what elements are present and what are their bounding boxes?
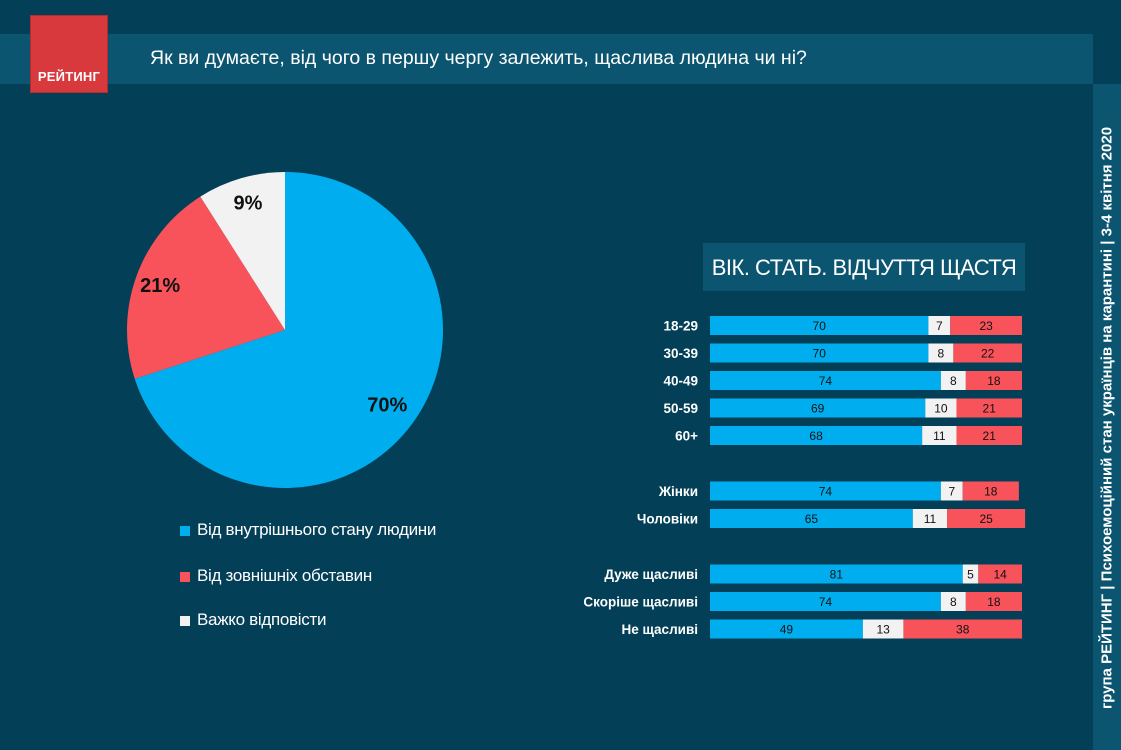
bar-value-label: 21 xyxy=(983,402,997,416)
bar-segment xyxy=(953,343,1022,363)
bar-segment xyxy=(956,426,1022,445)
rating-logo: РЕЙТИНГ xyxy=(30,15,108,93)
bar-segment xyxy=(710,564,963,584)
bar-segment xyxy=(710,509,913,528)
bar-value-label: 14 xyxy=(993,568,1007,582)
bar-value-label: 25 xyxy=(979,512,993,526)
bar-segment xyxy=(965,592,1022,611)
bar-segment xyxy=(962,481,1019,501)
pie-label-0: 70% xyxy=(367,394,407,416)
title-bar xyxy=(0,34,1093,84)
bar-category-label: 50-59 xyxy=(663,401,698,416)
bar-value-label: 13 xyxy=(876,623,890,637)
bar-segment xyxy=(940,371,966,390)
legend-label-hard: Важко відповісти xyxy=(197,610,327,629)
bar-value-label: 38 xyxy=(956,623,970,637)
bar-chart-title-box: ВІК. СТАТЬ. ВІДЧУТТЯ ЩАСТЯ xyxy=(703,243,1025,291)
bar-category-label: 60+ xyxy=(675,429,698,444)
bar-value-label: 18 xyxy=(987,374,1001,388)
bar-category-label: Дуже щасливі xyxy=(604,567,698,582)
bar-value-label: 74 xyxy=(819,485,833,499)
bar-value-label: 10 xyxy=(934,402,948,416)
bar-value-label: 70 xyxy=(813,319,827,333)
bar-value-label: 65 xyxy=(805,512,819,526)
bar-segment xyxy=(912,509,948,528)
bar-segment xyxy=(710,398,926,418)
bar-value-label: 8 xyxy=(950,595,957,609)
bar-segment xyxy=(940,481,963,501)
legend-label-external: Від зовнішніх обставин xyxy=(197,566,372,585)
bar-category-label: Чоловіки xyxy=(637,512,698,527)
bar-category-label: Не щасливі xyxy=(621,622,698,637)
bar-category-label: 18-29 xyxy=(663,319,698,334)
bar-segment xyxy=(710,316,929,335)
bar-value-label: 69 xyxy=(811,402,825,416)
bar-segment xyxy=(710,619,863,639)
bar-segment xyxy=(922,426,957,445)
bar-value-label: 68 xyxy=(809,429,823,443)
bar-segment xyxy=(947,509,1026,528)
pie-slice-0 xyxy=(134,172,443,488)
pie-slice-2 xyxy=(200,172,285,330)
bar-segment xyxy=(710,343,929,363)
bar-segment xyxy=(962,564,979,584)
bar-segment xyxy=(925,398,957,418)
bar-value-label: 21 xyxy=(983,429,997,443)
bar-segment xyxy=(950,316,1022,335)
pie-label-2: 9% xyxy=(234,193,263,215)
bar-value-label: 8 xyxy=(938,347,945,361)
pie-slice-1 xyxy=(126,196,285,379)
bar-segment xyxy=(928,316,951,335)
bar-value-label: 11 xyxy=(933,429,946,443)
bar-value-label: 49 xyxy=(780,623,794,637)
bar-segment xyxy=(710,371,941,390)
bar-segment xyxy=(978,564,1022,584)
legend-swatch-hard xyxy=(180,616,190,626)
page-title: Як ви думаєте, від чого в першу чергу за… xyxy=(150,47,807,69)
side-caption: група РЕЙТИНГ | Психоемоційний стан укра… xyxy=(1098,126,1116,710)
bar-value-label: 81 xyxy=(830,568,844,582)
bar-value-label: 74 xyxy=(819,595,833,609)
bar-segment xyxy=(965,371,1022,390)
bar-category-label: 30-39 xyxy=(663,346,698,361)
bar-value-label: 18 xyxy=(984,485,998,499)
bar-category-label: Жінки xyxy=(658,484,698,499)
bar-value-label: 23 xyxy=(979,319,993,333)
legend-swatch-external xyxy=(180,572,190,582)
bar-value-label: 7 xyxy=(948,485,955,499)
bar-segment xyxy=(710,426,923,445)
bar-category-label: Скоріше щасливі xyxy=(583,595,698,610)
legend-label-internal: Від внутрішнього стану людини xyxy=(197,520,437,539)
top-stripe xyxy=(0,0,1121,34)
bar-value-label: 11 xyxy=(924,512,937,526)
bar-segment xyxy=(710,592,941,611)
bar-segment xyxy=(903,619,1022,639)
bar-value-label: 18 xyxy=(987,595,1001,609)
bar-segment xyxy=(862,619,904,639)
bar-segment xyxy=(928,343,954,363)
logo-text: РЕЙТИНГ xyxy=(37,69,101,84)
bar-value-label: 8 xyxy=(950,374,957,388)
bar-value-label: 22 xyxy=(981,347,995,361)
bar-segment xyxy=(956,398,1022,418)
legend-swatch-internal xyxy=(180,526,190,536)
pie-chart: 70% 21% 9% xyxy=(126,172,443,488)
bar-chart-title: ВІК. СТАТЬ. ВІДЧУТТЯ ЩАСТЯ xyxy=(711,255,1017,280)
bar-value-label: 74 xyxy=(819,374,833,388)
bar-value-label: 70 xyxy=(813,347,827,361)
side-panel xyxy=(1093,84,1121,750)
pie-label-1: 21% xyxy=(140,275,180,297)
bar-segment xyxy=(940,592,966,611)
bar-category-label: 40-49 xyxy=(663,374,698,389)
bar-value-label: 7 xyxy=(936,319,943,333)
bar-segment xyxy=(710,481,941,501)
bar-value-label: 5 xyxy=(967,568,974,582)
